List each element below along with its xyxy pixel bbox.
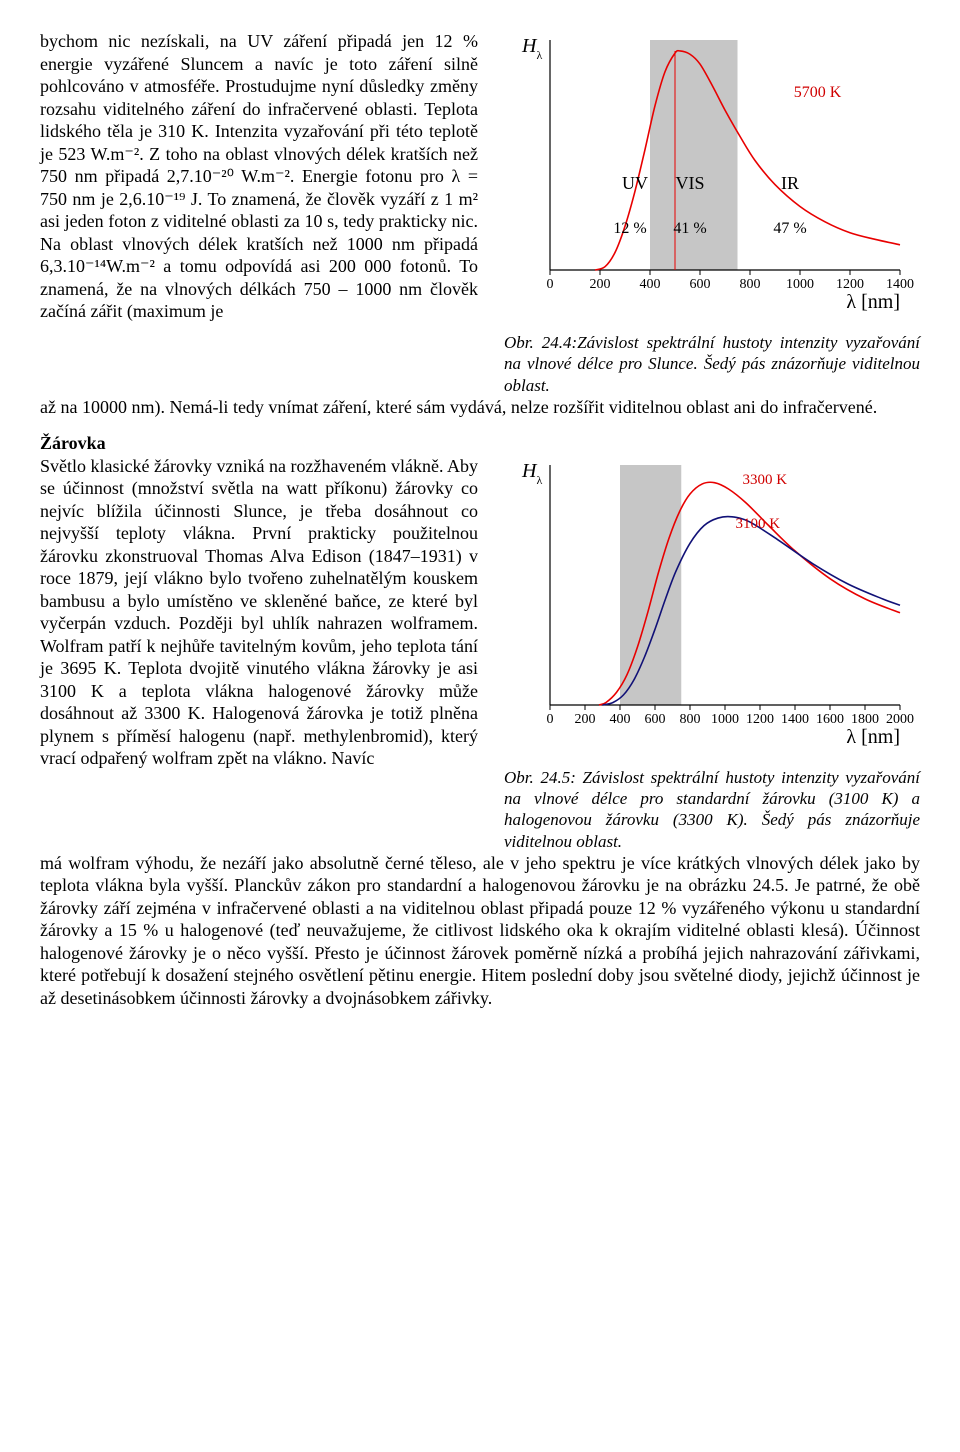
svg-text:IR: IR: [781, 173, 799, 193]
svg-text:Hλ: Hλ: [521, 35, 542, 62]
svg-text:UV: UV: [622, 173, 648, 193]
caption-24-5: Obr. 24.5: Závislost spektrální hustoty …: [500, 767, 920, 852]
para1-below: až na 10000 nm). Nemá-li tedy vnímat zář…: [40, 396, 920, 419]
svg-text:3300 K: 3300 K: [743, 472, 788, 488]
chart-24-5-svg: 0 200 400 600 800 1000 1200 1400 1600 1800 2000 Hλ λ…: [500, 455, 920, 765]
svg-text:0: 0: [547, 712, 554, 727]
para1-left: bychom nic nezískali, na UV záření připa…: [40, 30, 478, 323]
heading-zarovka: Žárovka: [40, 432, 920, 455]
svg-text:800: 800: [680, 712, 701, 727]
svg-text:12 %: 12 %: [613, 220, 646, 237]
svg-text:λ [nm]: λ [nm]: [846, 726, 900, 748]
block-2: Světlo klasické žárovky vzniká na rozžha…: [40, 455, 920, 852]
block-1: bychom nic nezískali, na UV záření připa…: [40, 30, 920, 396]
svg-text:1200: 1200: [836, 277, 864, 292]
svg-text:1800: 1800: [851, 712, 879, 727]
para2-below: má wolfram výhodu, že nezáří jako absolu…: [40, 852, 920, 1010]
svg-text:1400: 1400: [886, 277, 914, 292]
chart-24-4-svg: 0 200 400 600 800 1000 1200 1400 Hλ λ [nm] 5700 K U…: [500, 30, 920, 330]
svg-text:400: 400: [610, 712, 631, 727]
svg-text:0: 0: [547, 277, 554, 292]
svg-text:41 %: 41 %: [673, 220, 706, 237]
svg-text:Hλ: Hλ: [521, 460, 542, 487]
svg-text:400: 400: [640, 277, 661, 292]
svg-text:3100 K: 3100 K: [736, 516, 781, 532]
caption-24-4: Obr. 24.4:Závislost spektrální hustoty i…: [500, 332, 920, 396]
svg-text:2000: 2000: [886, 712, 914, 727]
svg-text:λ [nm]: λ [nm]: [846, 291, 900, 313]
svg-text:200: 200: [575, 712, 596, 727]
svg-text:600: 600: [645, 712, 666, 727]
svg-text:1200: 1200: [746, 712, 774, 727]
svg-text:1000: 1000: [786, 277, 814, 292]
svg-text:1600: 1600: [816, 712, 844, 727]
svg-text:VIS: VIS: [675, 173, 704, 193]
para2-left: Světlo klasické žárovky vzniká na rozžha…: [40, 455, 478, 770]
svg-text:600: 600: [690, 277, 711, 292]
figure-24-4: 0 200 400 600 800 1000 1200 1400 Hλ λ [nm] 5700 K U…: [500, 30, 920, 396]
svg-text:800: 800: [740, 277, 761, 292]
page: bychom nic nezískali, na UV záření připa…: [0, 0, 960, 1039]
svg-text:200: 200: [590, 277, 611, 292]
svg-text:47 %: 47 %: [773, 220, 806, 237]
svg-text:1000: 1000: [711, 712, 739, 727]
figure-24-5: 0 200 400 600 800 1000 1200 1400 1600 1800 2000 Hλ λ…: [500, 455, 920, 852]
svg-text:5700 K: 5700 K: [794, 84, 842, 101]
svg-text:1400: 1400: [781, 712, 809, 727]
